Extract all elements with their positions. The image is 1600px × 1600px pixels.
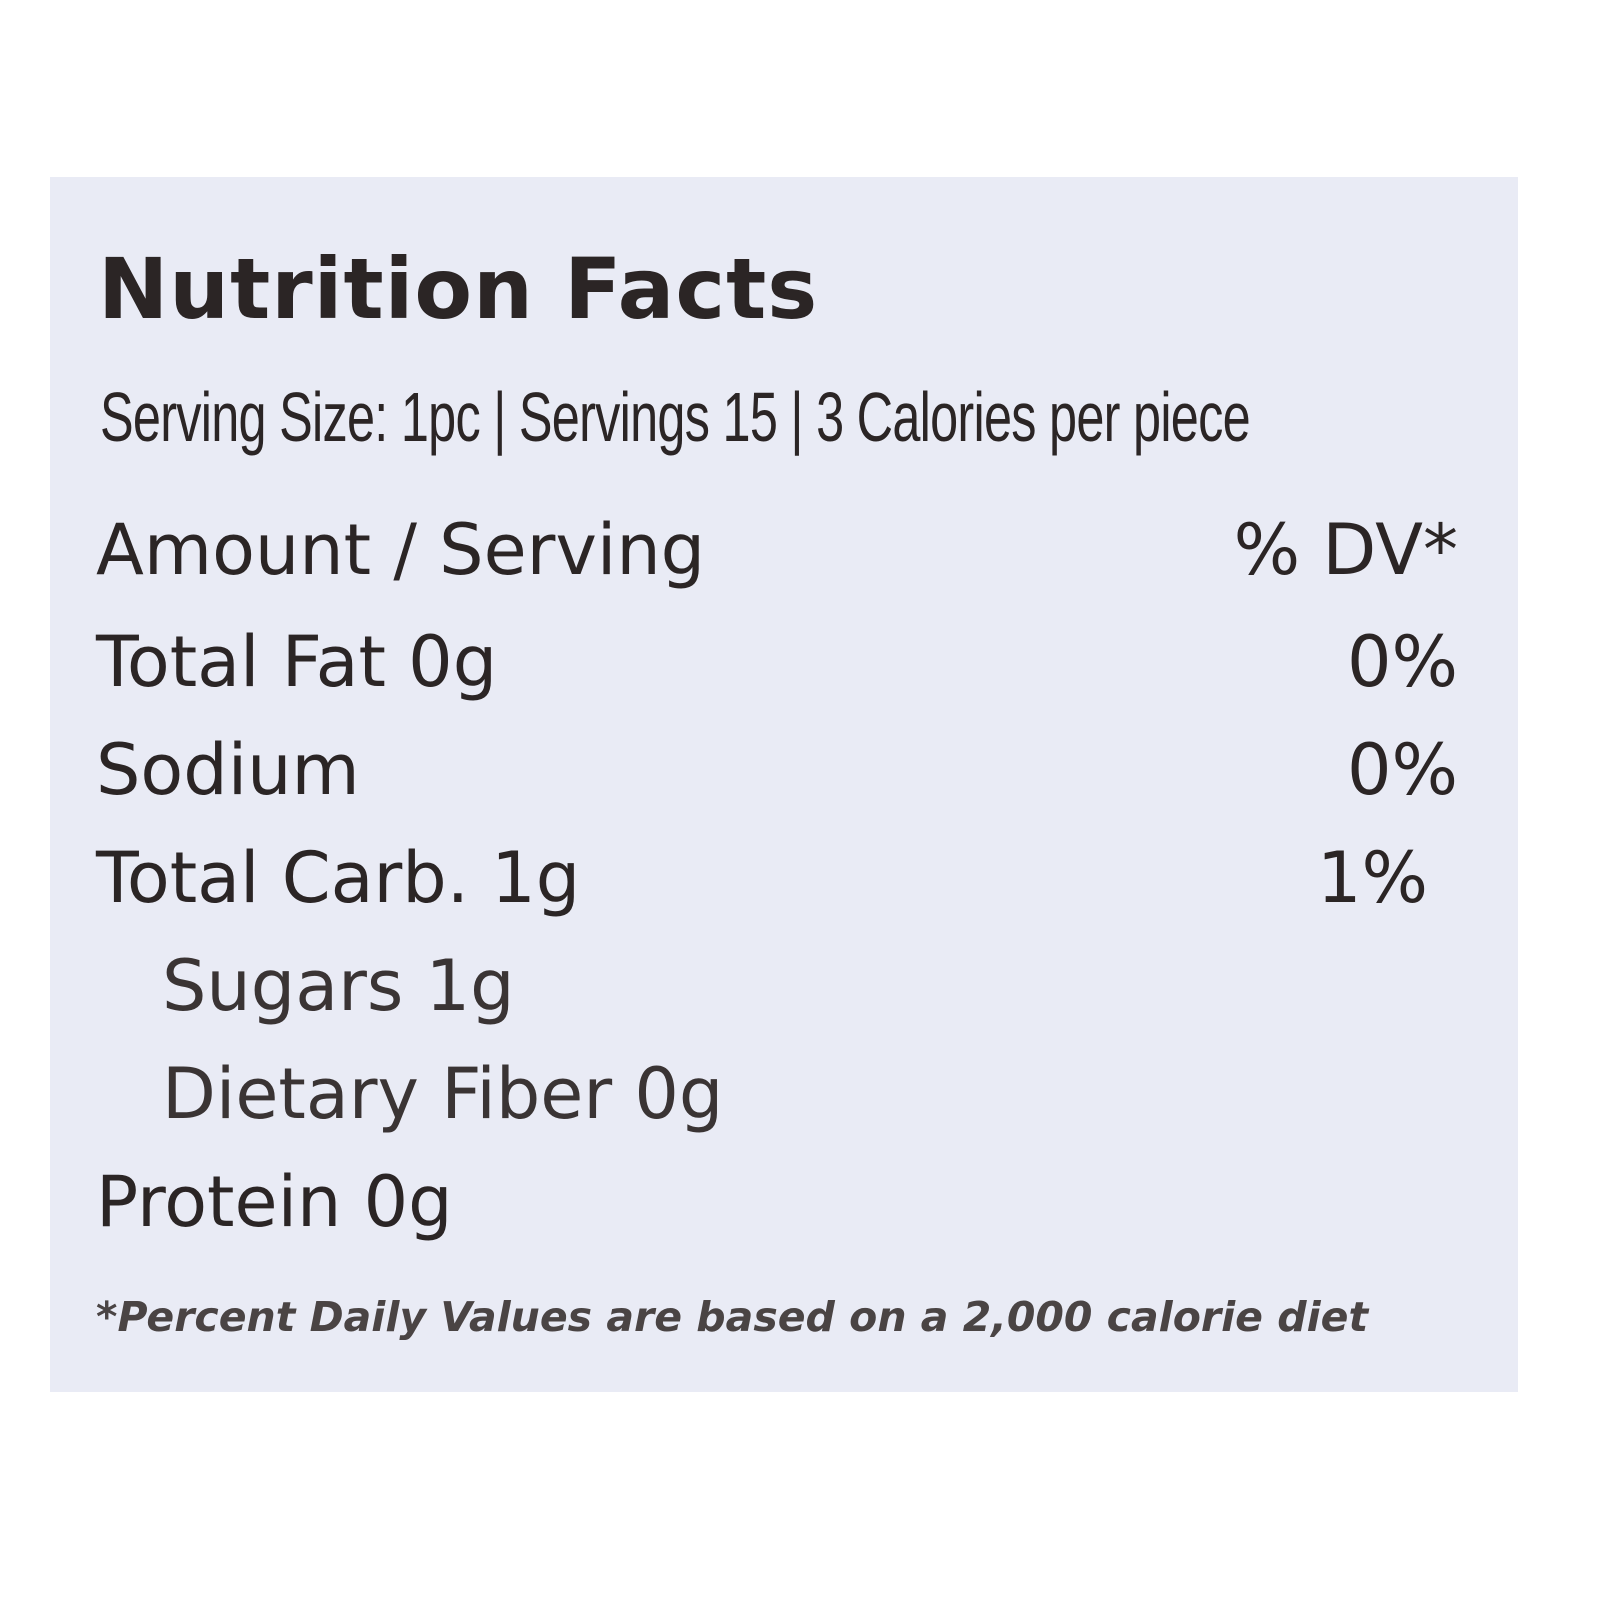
label-title: Nutrition Facts [98, 240, 819, 338]
dv-header: % DV* [1233, 509, 1458, 591]
header-row: Amount / Serving % DV* [96, 515, 1458, 605]
nutrient-row-protein: Protein 0g [96, 1167, 1458, 1257]
nutrient-row-total-fat: Total Fat 0g 0% [96, 627, 1458, 717]
nutrient-name: Total Carb. 1g [96, 837, 581, 919]
nutrient-row-dietary-fiber: Dietary Fiber 0g [96, 1059, 1458, 1149]
nutrient-dv: 0% [1346, 729, 1458, 811]
nutrient-row-sugars: Sugars 1g [96, 951, 1458, 1041]
nutrient-name: Sodium [96, 729, 360, 811]
footnote: *Percent Daily Values are based on a 2,0… [96, 1293, 1369, 1341]
nutrient-name: Protein 0g [96, 1161, 453, 1243]
nutrient-name: Dietary Fiber 0g [162, 1053, 724, 1135]
amount-header: Amount / Serving [96, 509, 706, 591]
nutrient-name: Sugars 1g [162, 945, 515, 1027]
nutrient-row-sodium: Sodium 0% [96, 735, 1458, 825]
nutrient-row-total-carb: Total Carb. 1g 1% [96, 843, 1458, 933]
nutrient-dv: 1% [1316, 837, 1428, 919]
serving-info: Serving Size: 1pc | Servings 15 | 3 Calo… [100, 378, 1251, 456]
nutrient-name: Total Fat 0g [96, 621, 498, 703]
nutrition-label: Nutrition Facts Serving Size: 1pc | Serv… [50, 177, 1518, 1392]
nutrient-dv: 0% [1346, 621, 1458, 703]
